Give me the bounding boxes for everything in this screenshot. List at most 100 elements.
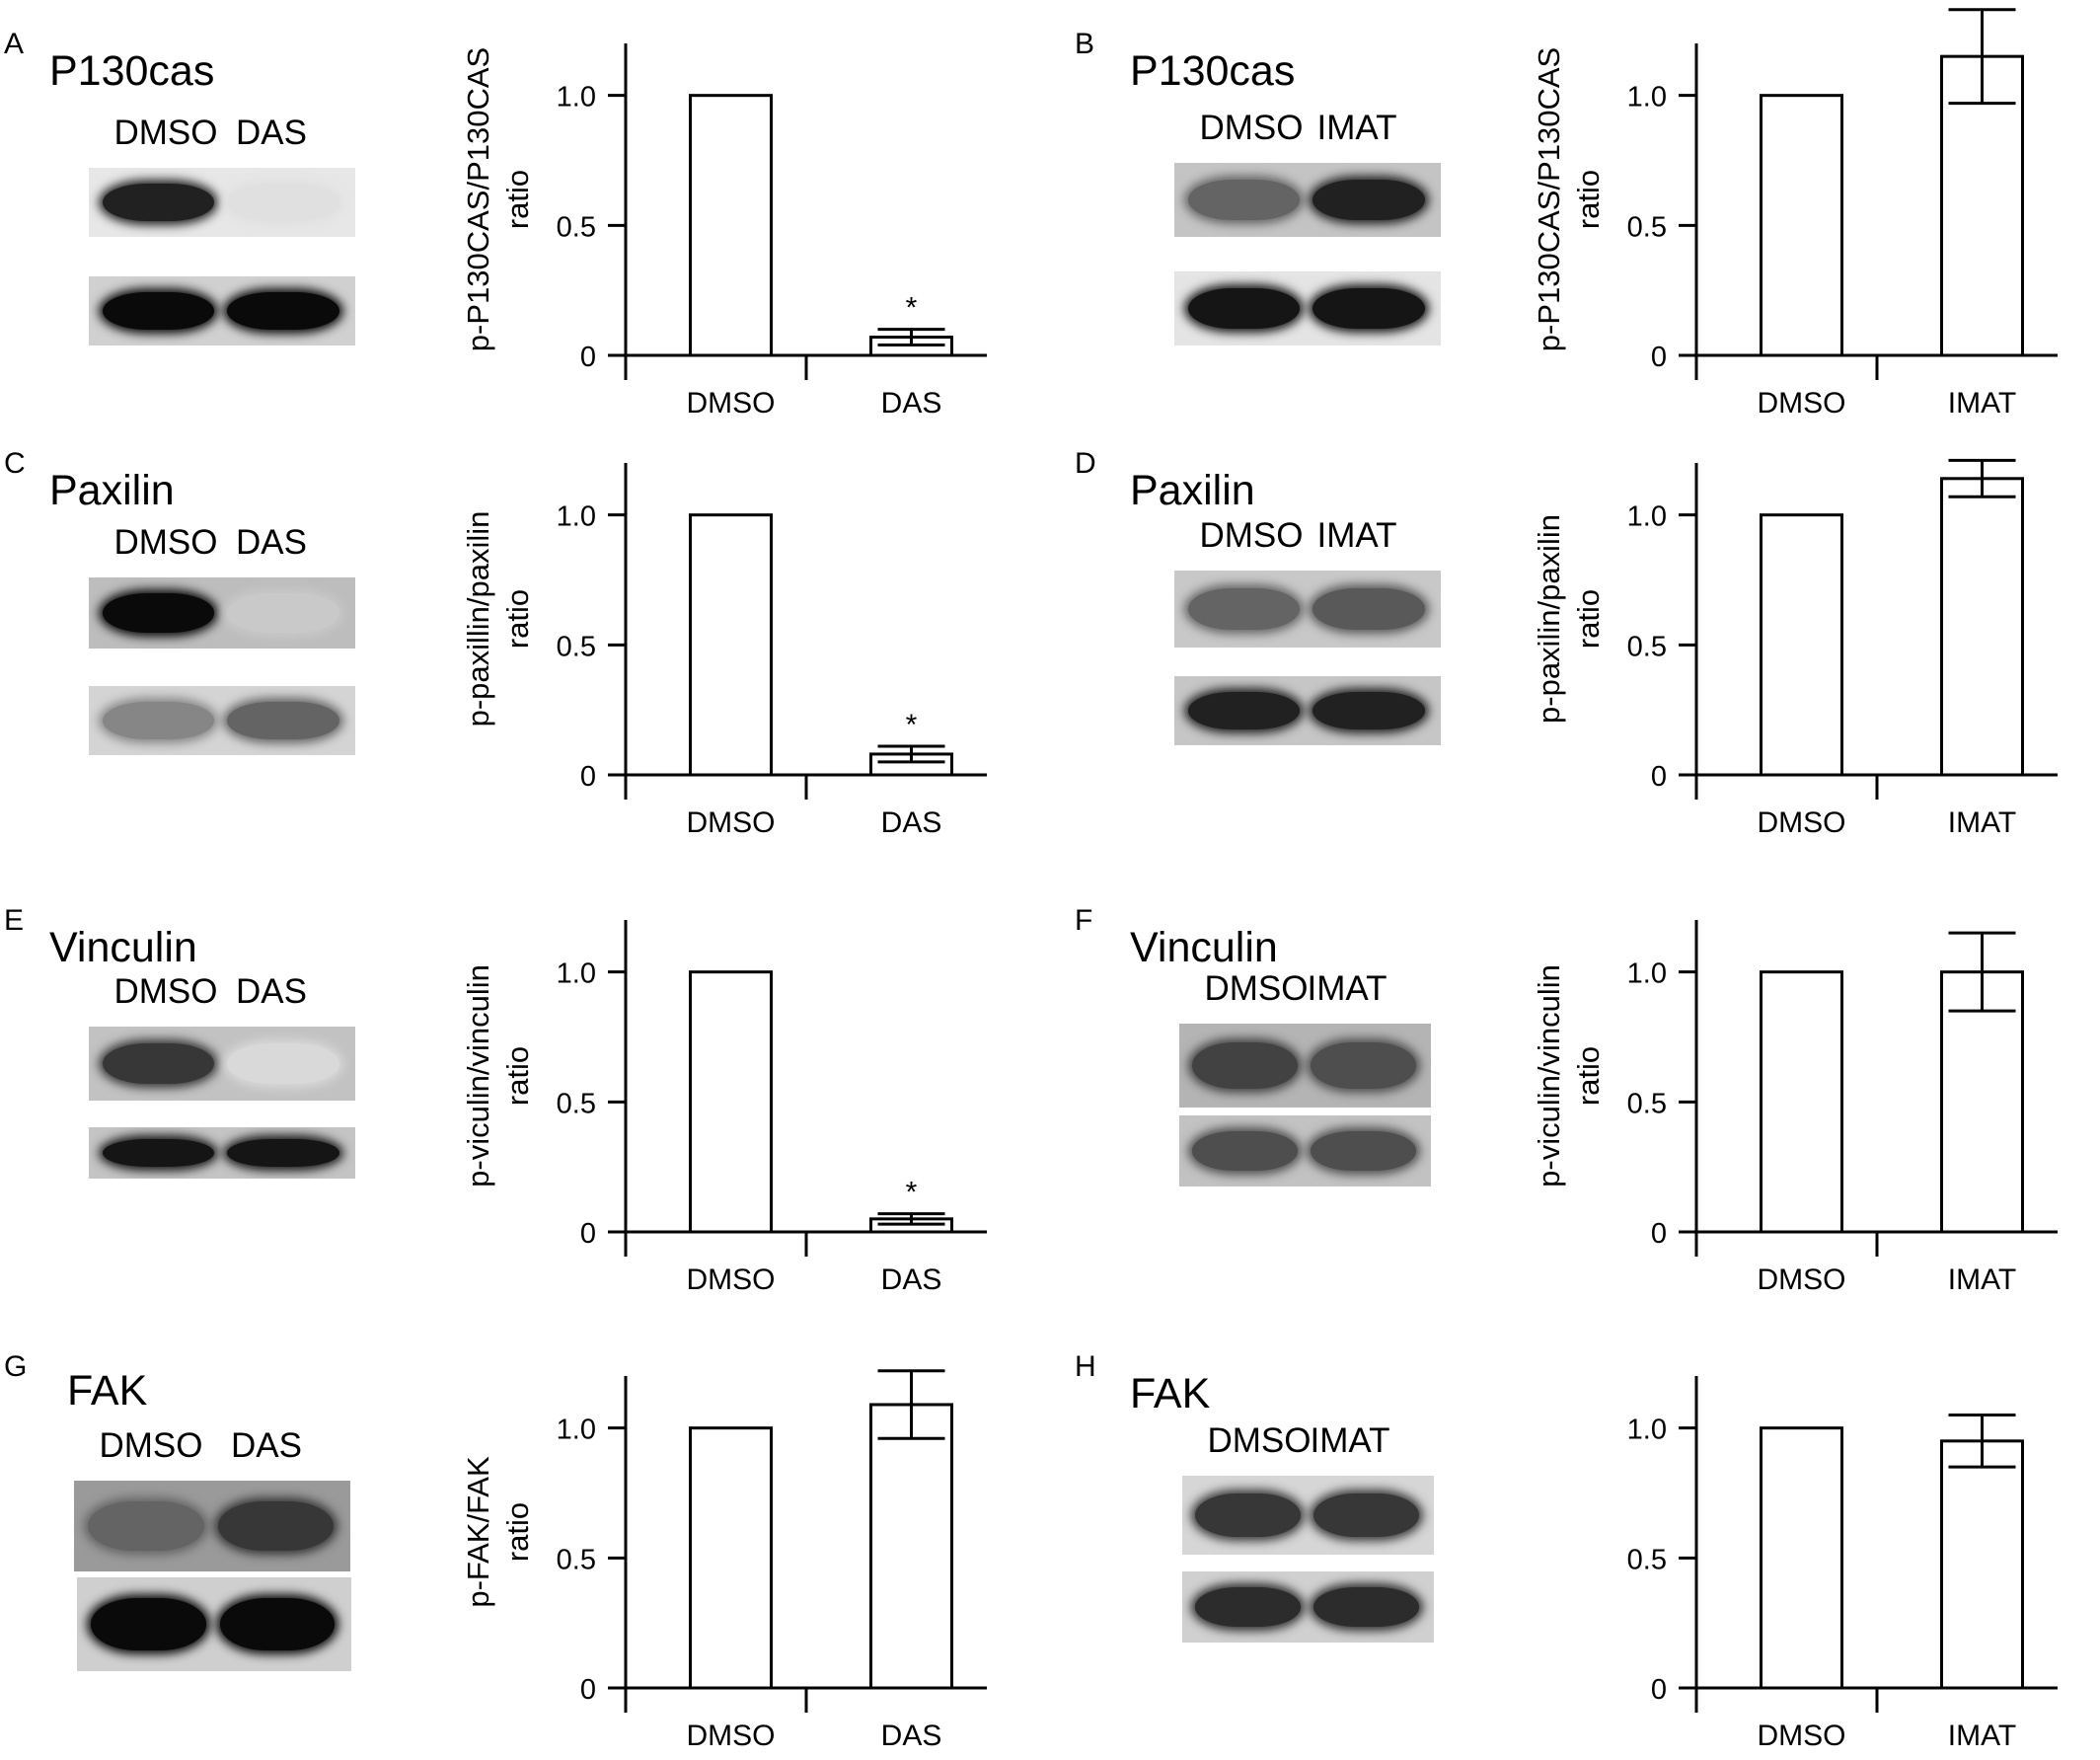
blot-band <box>1194 1587 1301 1627</box>
blot-band <box>227 291 339 331</box>
x-tick-label: DMSO <box>1758 1720 1846 1752</box>
bar-DAS <box>869 1403 953 1690</box>
western-blot-phospho <box>89 577 355 649</box>
y-axis-label-unit: ratio <box>500 1502 535 1562</box>
y-tick-label: 0 <box>580 1218 596 1250</box>
x-tick-label: DMSO <box>687 806 776 839</box>
y-tick-label: 0.5 <box>1627 631 1667 662</box>
x-tick-label: DMSO <box>1758 387 1846 420</box>
y-axis-label-unit: ratio <box>500 1046 535 1106</box>
blot-band <box>227 1138 339 1168</box>
western-blot-total <box>89 686 355 755</box>
panel-letter: F <box>1075 904 1093 937</box>
western-blot-total <box>89 276 355 345</box>
blot-band <box>1191 1131 1298 1171</box>
blot-band <box>217 1500 335 1552</box>
blot-band <box>227 593 339 633</box>
x-tick-label: DMSO <box>687 1263 776 1296</box>
blot-band <box>1194 1493 1301 1537</box>
lane-label-1: DMSO <box>113 114 218 152</box>
panel-letter: D <box>1075 447 1096 480</box>
y-tick-label: 1.0 <box>1627 82 1667 114</box>
y-tick-label: 0 <box>1651 342 1667 373</box>
y-tick-label: 0 <box>580 342 596 373</box>
lane-label-1: DMSO <box>113 523 218 562</box>
y-tick-label: 1.0 <box>1627 1415 1667 1446</box>
y-tick-label: 0 <box>1651 1218 1667 1250</box>
lane-label-2: DAS <box>236 114 307 152</box>
y-tick-label: 0 <box>1651 1674 1667 1706</box>
x-tick-label: DMSO <box>1758 1263 1846 1296</box>
protein-title: Vinculin <box>1130 924 1278 971</box>
y-axis-label-unit: ratio <box>1571 170 1606 229</box>
blot-band <box>1312 587 1425 631</box>
western-blot-total <box>1182 1571 1434 1643</box>
blot-band <box>1187 287 1300 330</box>
x-tick-label: DAS <box>881 806 942 839</box>
y-tick-label: 1.0 <box>557 82 596 114</box>
y-tick-label: 0.5 <box>1627 1088 1667 1119</box>
western-blot-total <box>1174 271 1441 345</box>
y-tick-label: 1.0 <box>1627 958 1667 990</box>
blot-band <box>1312 179 1425 221</box>
blot-band <box>1310 1131 1416 1171</box>
panel-letter: G <box>4 1350 28 1383</box>
lane-label-2: IMAT <box>1316 516 1397 555</box>
panel-letter: B <box>1075 28 1095 60</box>
blot-band <box>1312 691 1425 730</box>
y-axis-label-unit: ratio <box>1571 589 1606 649</box>
blot-band <box>219 1598 336 1650</box>
western-blot-total <box>77 1577 351 1671</box>
bar-DMSO <box>1760 94 1843 357</box>
panel-letter: E <box>4 904 25 937</box>
y-tick-label: 0.5 <box>1627 211 1667 243</box>
lane-label-1: DMSO <box>99 1426 203 1465</box>
y-tick-label: 0 <box>580 1674 596 1706</box>
lane-label-1: DMSO <box>113 972 218 1011</box>
bar-IMAT <box>1940 54 2024 357</box>
western-blot-total <box>1174 676 1441 745</box>
y-axis-label: p-viculin/vinculin <box>461 964 495 1187</box>
x-tick-label: DMSO <box>687 387 776 420</box>
western-blot-phospho <box>1174 163 1441 237</box>
y-tick-label: 1.0 <box>1627 501 1667 533</box>
blot-band <box>1191 1042 1298 1089</box>
lane-label-2: IMAT <box>1316 109 1397 147</box>
bar-IMAT <box>1940 477 2024 777</box>
blot-band <box>90 1598 206 1650</box>
x-tick-label: IMAT <box>1948 1720 2016 1752</box>
western-blot-total <box>89 1127 355 1179</box>
blot-band <box>102 291 214 331</box>
blot-band <box>1312 287 1425 330</box>
lane-label-2: IMAT <box>1310 1421 1390 1460</box>
lane-label-2: IMAT <box>1307 969 1388 1008</box>
lane-label-2: DAS <box>236 523 307 562</box>
bar-IMAT <box>1940 970 2024 1234</box>
significance-marker: * <box>906 1177 918 1209</box>
western-blot-phospho <box>1174 571 1441 648</box>
blot-band <box>88 1500 204 1552</box>
blot-band <box>1187 691 1300 730</box>
protein-title: P130cas <box>1130 47 1296 95</box>
y-tick-label: 0 <box>1651 761 1667 793</box>
significance-marker: * <box>906 709 918 741</box>
y-axis-label-unit: ratio <box>1571 1046 1606 1106</box>
blot-band <box>1310 1042 1416 1089</box>
protein-title: Vinculin <box>49 924 197 971</box>
bar-DMSO <box>689 1426 773 1690</box>
y-tick-label: 0.5 <box>557 631 596 662</box>
lane-label-1: DMSO <box>1199 516 1304 555</box>
x-tick-label: IMAT <box>1948 1263 2016 1296</box>
blot-band <box>102 593 214 633</box>
western-blot-phospho <box>1179 1024 1431 1108</box>
blot-band <box>1312 1587 1419 1627</box>
panel-letter: H <box>1075 1350 1096 1383</box>
western-blot-phospho <box>89 1027 355 1101</box>
blot-band <box>102 701 214 740</box>
lane-label-1: DMSO <box>1204 969 1309 1008</box>
y-tick-label: 0.5 <box>557 211 596 243</box>
